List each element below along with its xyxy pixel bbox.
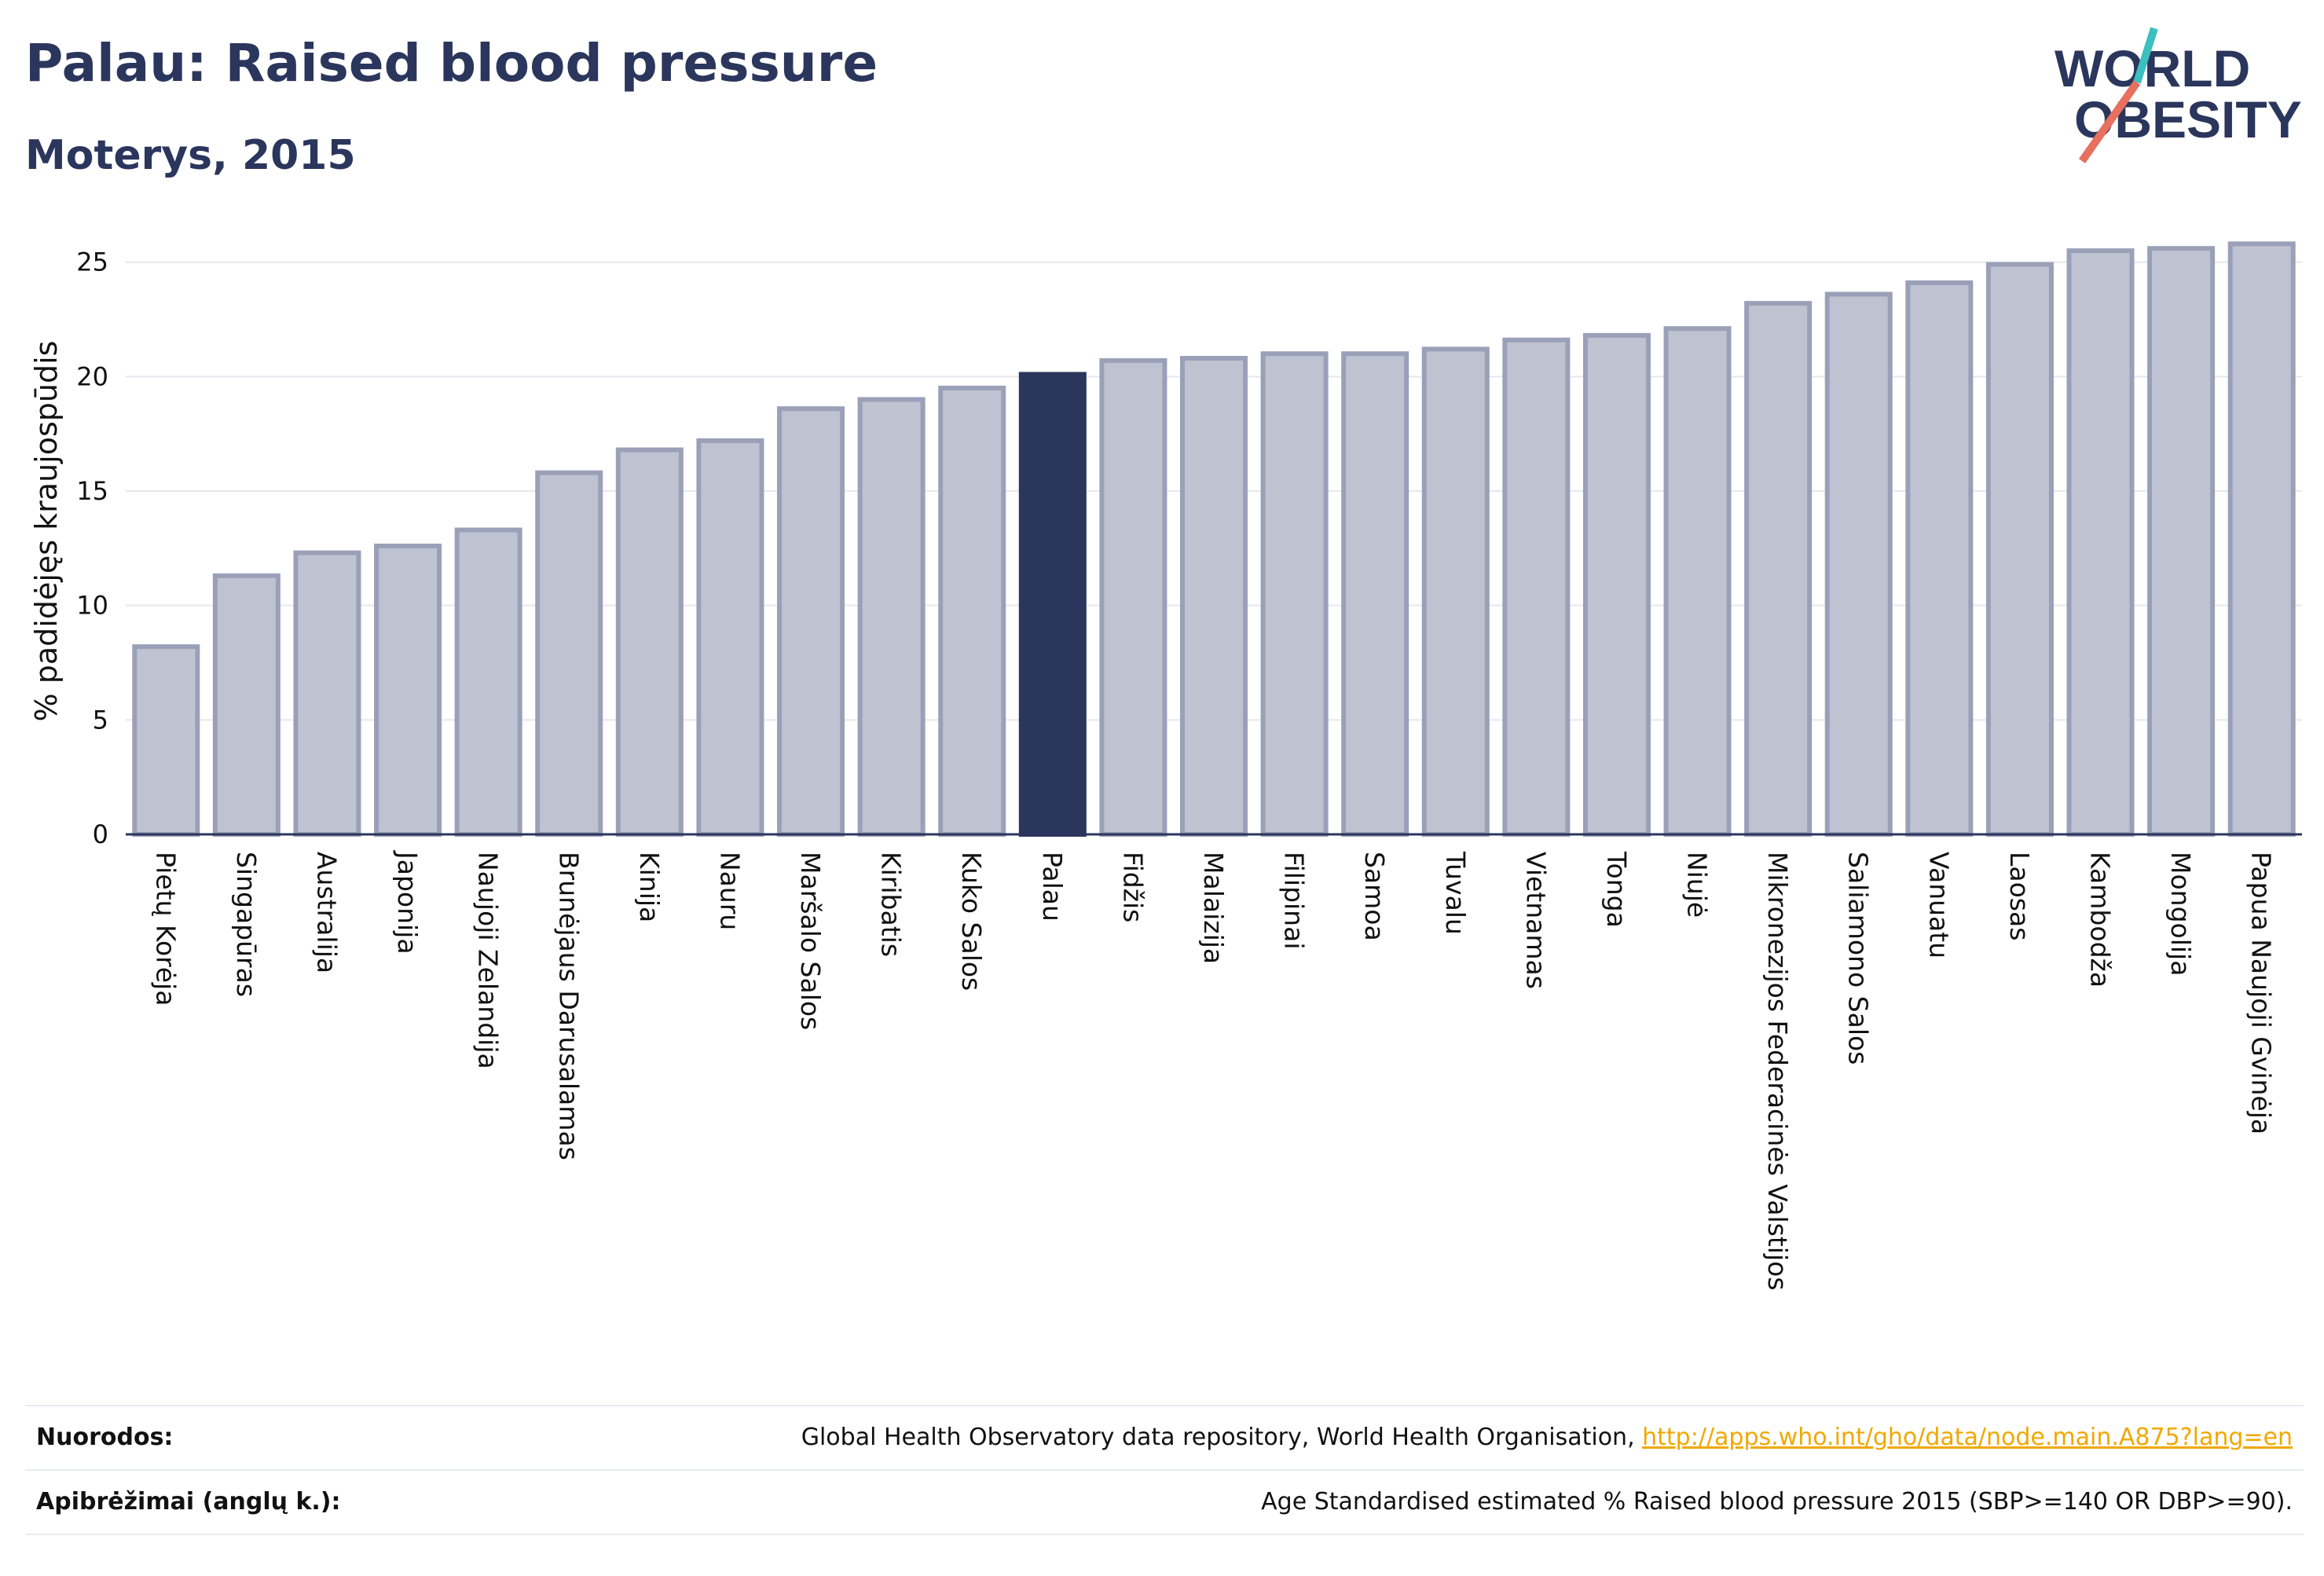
x-tick-label: Naujoji Zelandija <box>473 852 504 1069</box>
x-tick-label: Nauru <box>714 852 745 930</box>
bar <box>2066 248 2135 837</box>
x-tick-label: Brunėjaus Darusalamas <box>553 852 584 1160</box>
sources-row: Nuorodos: Global Health Observatory data… <box>25 1405 2304 1469</box>
x-tick-label: Palau <box>1037 852 1068 922</box>
bar <box>1260 351 1329 837</box>
bars <box>132 241 2296 837</box>
bar <box>1824 291 1893 837</box>
bar <box>857 397 926 837</box>
y-tick-label: 15 <box>76 476 108 506</box>
x-tick-label: Filipinai <box>1279 852 1310 950</box>
definitions-label: Apibrėžimai (anglų k.): <box>36 1488 341 1516</box>
bar <box>1341 351 1409 837</box>
x-tick-label: Laosas <box>2004 852 2035 940</box>
y-tick-label: 0 <box>93 819 108 849</box>
world-obesity-logo: WORLD OBESITY <box>2055 27 2302 163</box>
x-tick-label: Papua Naujoji Gvinėja <box>2246 852 2277 1134</box>
bar <box>374 543 442 837</box>
bar <box>535 470 603 837</box>
x-tick-label: Niujė <box>1682 852 1713 918</box>
x-tick-label: Tonga <box>1601 851 1632 928</box>
sources-label: Nuorodos: <box>36 1424 174 1451</box>
x-tick-label: Samoa <box>1359 852 1390 941</box>
logo-line-world: WORLD <box>2055 39 2250 97</box>
bar <box>293 550 361 837</box>
x-tick-label: Saliamono Salos <box>1843 852 1874 1065</box>
x-tick-label: Kambodža <box>2085 852 2116 988</box>
y-tick-label: 25 <box>76 247 108 277</box>
bar <box>1663 326 1732 837</box>
bar <box>454 527 522 837</box>
bar <box>212 573 280 837</box>
y-tick-label: 10 <box>76 591 108 621</box>
x-tick-label: Maršalo Salos <box>795 852 826 1030</box>
bar <box>777 406 845 837</box>
logo-slash-coral <box>2078 80 2141 163</box>
chart-title: Palau: Raised blood pressure <box>25 33 878 93</box>
sources-link[interactable]: http://apps.who.int/gho/data/node.main.A… <box>1642 1424 2293 1451</box>
x-tick-label: Vanuatu <box>1923 852 1954 958</box>
logo-slash-teal <box>2133 27 2158 84</box>
x-tick-label: Kiribatis <box>876 852 907 957</box>
y-axis-label: % padidėjęs kraujospūdis <box>29 341 64 722</box>
sources-text: Global Health Observatory data repositor… <box>801 1424 1643 1451</box>
x-tick-label: Japonija <box>392 850 423 955</box>
bar <box>1099 357 1167 837</box>
footer-divider <box>25 1534 2304 1535</box>
x-tick-label: Kuko Salos <box>956 852 987 991</box>
bar <box>938 385 1006 837</box>
definitions-value: Age Standardised estimated % Raised bloo… <box>1261 1488 2293 1516</box>
x-tick-label: Tuvalu <box>1440 851 1471 935</box>
x-tick-label: Mongolija <box>2165 852 2196 976</box>
x-tick-label: Fidžis <box>1117 852 1148 922</box>
y-tick-labels: 0 5 10 15 20 25 <box>76 247 108 849</box>
bar-highlighted <box>1018 372 1087 837</box>
x-tick-label: Vietnamas <box>1520 852 1551 989</box>
bar <box>696 438 764 837</box>
x-tick-labels: Pietų Korėja Singapūras Australija Japonija… <box>150 850 2276 1291</box>
x-tick-label: Australija <box>311 852 342 973</box>
bar <box>132 644 200 837</box>
x-tick-label: Mikronezijos Federacinės Valstijos <box>1762 852 1793 1291</box>
bar-chart: 0 5 10 15 20 25 Pietų Korėja Singapūras Austral… <box>29 241 2302 1291</box>
sources-value: Global Health Observatory data repositor… <box>801 1424 2293 1451</box>
x-tick-label: Kinija <box>634 852 665 922</box>
bar <box>1582 332 1651 837</box>
bar <box>2227 241 2296 837</box>
bar <box>1502 337 1571 837</box>
bar <box>2147 246 2216 837</box>
bar <box>1985 262 2054 837</box>
x-tick-label: Pietų Korėja <box>150 852 181 1006</box>
x-tick-label: Malaizija <box>1198 852 1229 964</box>
bar <box>1744 301 1813 837</box>
definitions-row: Apibrėžimai (anglų k.): Age Standardised… <box>25 1469 2304 1534</box>
x-tick-label: Singapūras <box>231 852 262 997</box>
bar <box>615 447 684 837</box>
bar <box>1905 280 1974 837</box>
bar <box>1421 346 1490 837</box>
y-tick-label: 5 <box>93 705 108 735</box>
bar <box>1179 356 1248 837</box>
y-tick-label: 20 <box>76 361 108 391</box>
chart-subtitle: Moterys, 2015 <box>25 132 356 179</box>
